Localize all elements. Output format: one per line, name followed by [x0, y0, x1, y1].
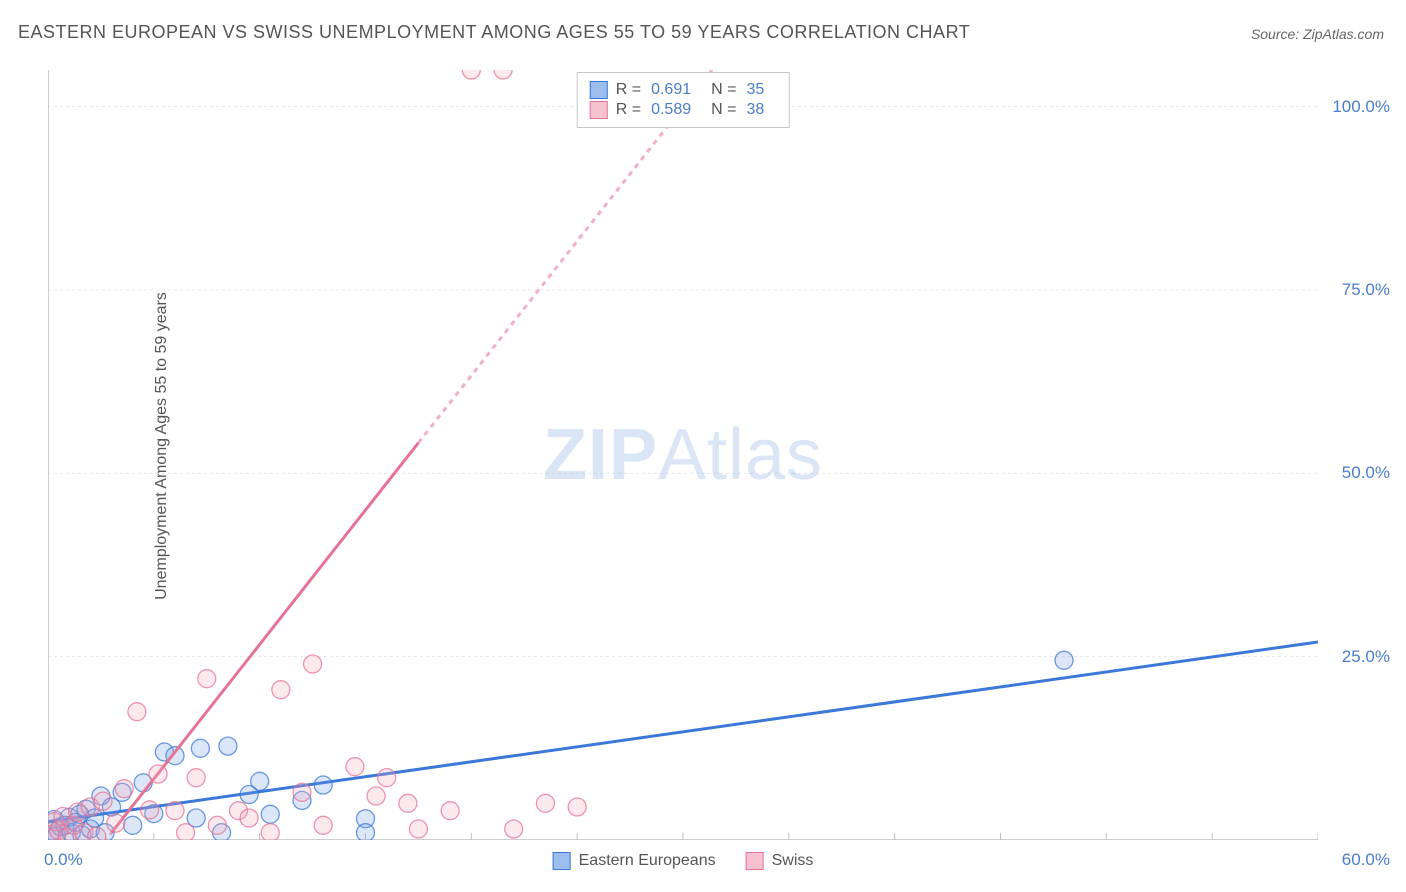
xtick-label-max: 60.0%: [1342, 850, 1390, 870]
correlation-legend-box: R = 0.691 N = 35 R = 0.589 N = 38: [577, 72, 790, 128]
chart-svg: [48, 70, 1318, 840]
corr-n-label-1: N =: [711, 81, 736, 99]
corr-n-label-2: N =: [711, 101, 736, 119]
xtick-label-min: 0.0%: [44, 850, 83, 870]
corr-swatch-2: [590, 101, 608, 119]
bottom-legend: Eastern Europeans Swiss: [553, 852, 814, 870]
source-attribution: Source: ZipAtlas.com: [1251, 26, 1384, 42]
corr-swatch-1: [590, 81, 608, 99]
legend-label-2: Swiss: [772, 852, 814, 870]
chart-plot-area: ZIPAtlas 25.0% 50.0% 75.0% 100.0% 0.0% 6…: [48, 70, 1318, 840]
corr-r-label-2: R =: [616, 101, 641, 119]
corr-n-value-1: 35: [746, 81, 764, 99]
corr-r-value-2: 0.589: [651, 101, 691, 119]
corr-row-1: R = 0.691 N = 35: [590, 81, 777, 99]
ytick-label-100: 100.0%: [1332, 97, 1390, 117]
legend-swatch-1: [553, 852, 571, 870]
ytick-label-50: 50.0%: [1342, 463, 1390, 483]
page-title: EASTERN EUROPEAN VS SWISS UNEMPLOYMENT A…: [18, 22, 970, 43]
corr-r-value-1: 0.691: [651, 81, 691, 99]
ytick-label-25: 25.0%: [1342, 647, 1390, 667]
corr-n-value-2: 38: [746, 101, 764, 119]
corr-r-label-1: R =: [616, 81, 641, 99]
corr-row-2: R = 0.589 N = 38: [590, 101, 777, 119]
legend-item-2: Swiss: [746, 852, 814, 870]
legend-swatch-2: [746, 852, 764, 870]
ytick-label-75: 75.0%: [1342, 280, 1390, 300]
legend-label-1: Eastern Europeans: [579, 852, 716, 870]
legend-item-1: Eastern Europeans: [553, 852, 716, 870]
